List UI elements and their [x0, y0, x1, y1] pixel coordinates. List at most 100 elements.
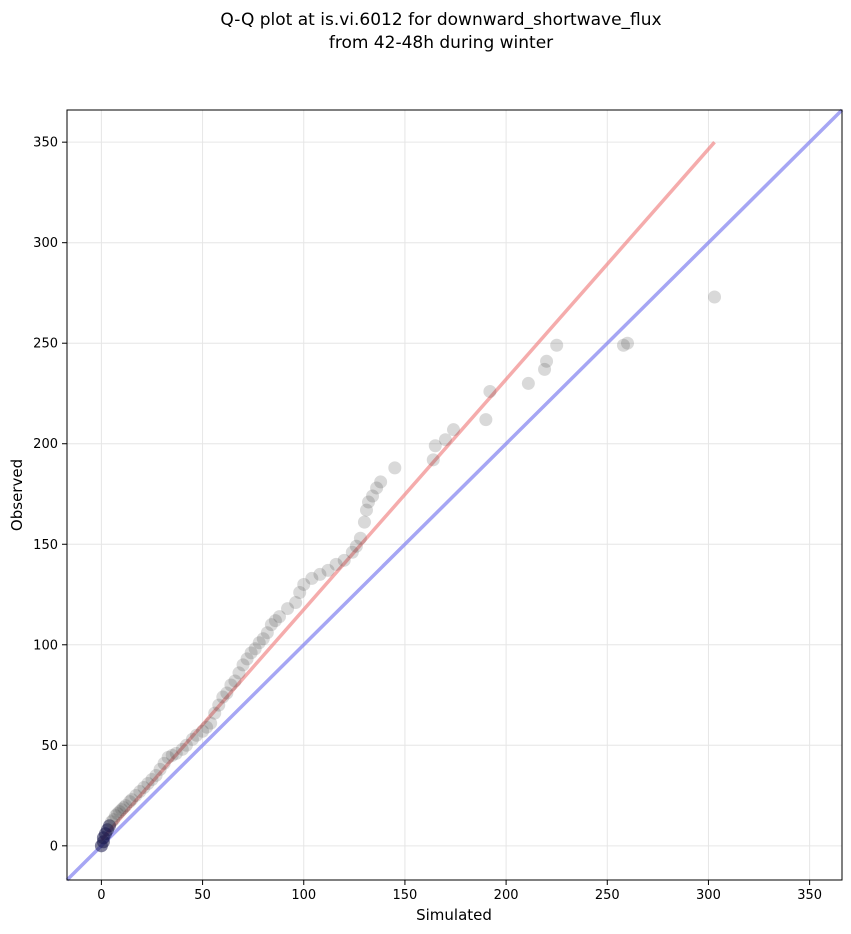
scatter-point	[521, 376, 535, 390]
x-tick-label: 0	[97, 888, 105, 903]
scatter-point	[141, 776, 155, 790]
plot-frame	[66, 109, 843, 881]
x-tick-label: 250	[595, 888, 620, 903]
scatter-point	[137, 781, 151, 795]
scatter-point	[228, 674, 242, 688]
scatter-point	[115, 803, 129, 817]
scatter-point	[216, 690, 230, 704]
y-axis-label: Observed	[8, 459, 26, 531]
y-tick-label: 150	[33, 538, 58, 553]
scatter-point	[708, 290, 722, 304]
scatter-point	[428, 439, 442, 453]
scatter-point	[185, 732, 199, 746]
scatter-point	[268, 614, 282, 628]
y-tick-label: 50	[41, 739, 58, 754]
scatter-point	[349, 539, 363, 553]
scatter-point	[446, 423, 460, 437]
scatter-point	[289, 596, 303, 610]
scatter-point	[264, 618, 278, 632]
scatter-point	[426, 453, 440, 467]
y-tick-label: 300	[33, 236, 58, 251]
scatter-point	[483, 384, 497, 398]
scatter-point	[102, 819, 116, 833]
x-tick-label: 350	[797, 888, 822, 903]
scatter-point	[129, 789, 143, 803]
scatter-point	[117, 801, 131, 815]
scatter-point	[621, 336, 635, 350]
scatter-point	[244, 646, 258, 660]
scatter-point	[212, 698, 226, 712]
x-tick-label: 100	[291, 888, 316, 903]
scatter-point	[165, 748, 179, 762]
scatter-point	[260, 626, 274, 640]
scatter-point	[374, 475, 388, 489]
scatter-point	[220, 686, 234, 700]
scatter-point	[281, 602, 295, 616]
x-tick-label: 50	[194, 888, 211, 903]
scatter-point	[272, 610, 286, 624]
scatter-point	[153, 762, 167, 776]
scatter-point	[353, 531, 367, 545]
scatter-point	[538, 362, 552, 376]
scatter-point	[196, 724, 210, 738]
scatter-point	[438, 433, 452, 447]
scatter-point	[161, 750, 175, 764]
scatter-point	[149, 768, 163, 782]
scatter-point	[337, 553, 351, 567]
scatter-point	[240, 652, 254, 666]
scatter-point	[179, 738, 193, 752]
reference-lines	[65, 108, 844, 882]
y-tick-label: 0	[50, 839, 58, 854]
scatter-point	[105, 815, 119, 829]
scatter-point	[313, 567, 327, 581]
scatter-point	[157, 756, 171, 770]
scatter-point	[236, 658, 250, 672]
scatter-point	[345, 545, 359, 559]
x-axis-ticks: 0 50 100 150 200 250 300 350	[97, 880, 822, 903]
scatter-point	[550, 338, 564, 352]
scatter-points	[94, 290, 722, 853]
scatter-point	[329, 557, 343, 571]
scatter-point	[208, 706, 222, 720]
scatter-point	[370, 481, 384, 495]
scatter-point	[388, 461, 402, 475]
chart-title-line-1: Q-Q plot at is.vi.6012 for downward_shor…	[220, 10, 661, 30]
x-tick-label: 150	[393, 888, 418, 903]
scatter-point	[204, 716, 218, 730]
fit-line	[100, 141, 716, 841]
scatter-point	[252, 636, 266, 650]
scatter-point	[305, 571, 319, 585]
y-tick-label: 250	[33, 337, 58, 352]
scatter-point	[145, 772, 159, 786]
grid	[67, 110, 842, 880]
y-tick-label: 100	[33, 638, 58, 653]
y-axis-ticks: 0 50 100 150 200 250 300 350	[33, 136, 67, 854]
scatter-point	[248, 642, 262, 656]
scatter-point	[133, 785, 147, 799]
scatter-point	[224, 678, 238, 692]
scatter-point	[321, 563, 335, 577]
scatter-point	[366, 489, 380, 503]
scatter-point	[125, 793, 139, 807]
y-tick-label: 200	[33, 437, 58, 452]
chart-title-line-2: from 42-48h during winter	[329, 33, 553, 53]
scatter-point	[169, 746, 183, 760]
scatter-point	[111, 807, 125, 821]
scatter-point	[175, 742, 189, 756]
scatter-point	[359, 503, 373, 517]
scatter-point	[107, 813, 121, 827]
scatter-point	[200, 720, 214, 734]
y-tick-label: 350	[33, 136, 58, 151]
scatter-point	[362, 495, 376, 509]
scatter-point	[540, 354, 554, 368]
scatter-point	[479, 413, 493, 427]
scatter-point	[113, 805, 127, 819]
scatter-point	[256, 632, 270, 646]
scatter-point	[119, 799, 133, 813]
scatter-point	[109, 809, 123, 823]
scatter-point	[293, 586, 307, 600]
scatter-point	[190, 728, 204, 742]
identity-line	[65, 108, 844, 882]
scatter-point	[616, 338, 630, 352]
